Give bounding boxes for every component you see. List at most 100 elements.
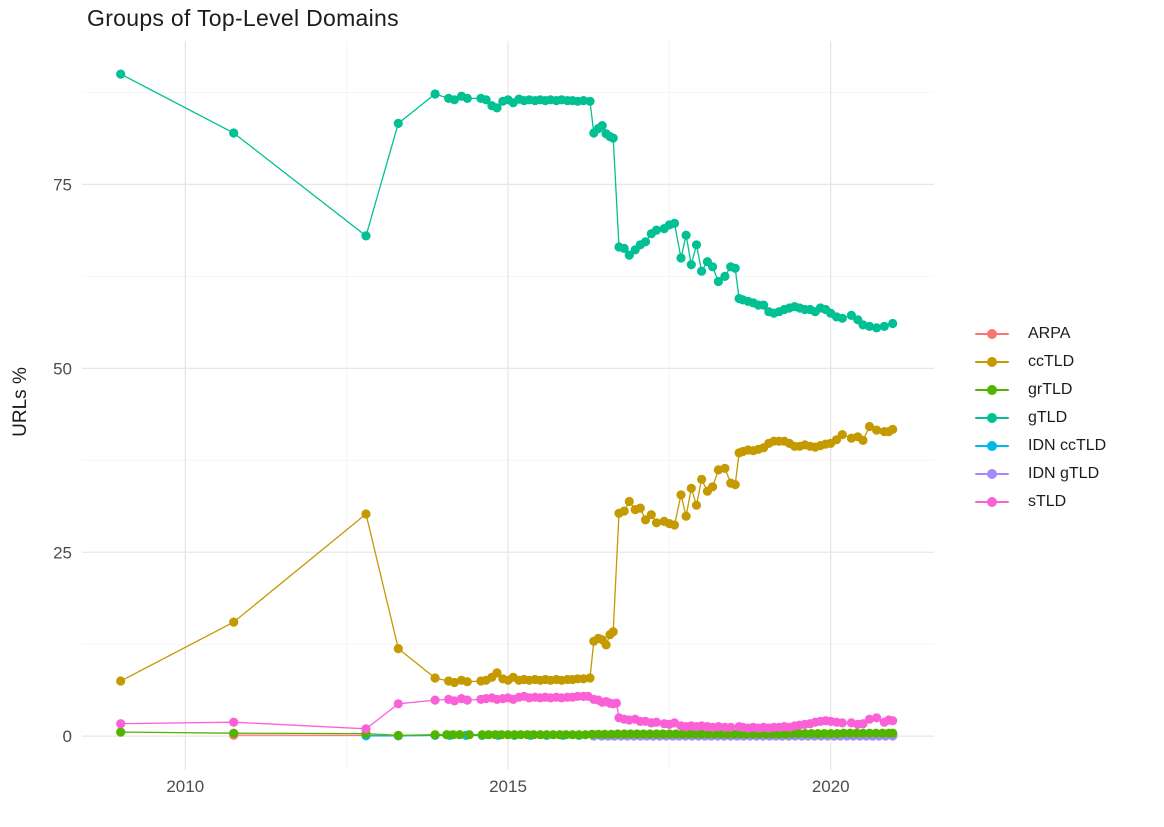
data-point	[585, 96, 595, 106]
legend-dot-icon	[987, 469, 997, 479]
data-point	[888, 318, 898, 329]
data-point	[600, 729, 610, 739]
data-point	[632, 729, 642, 739]
data-point	[759, 300, 769, 310]
data-point	[793, 729, 804, 739]
data-point	[730, 480, 740, 490]
data-point	[697, 266, 707, 276]
legend-label: grTLD	[1028, 381, 1073, 398]
data-point	[658, 729, 668, 739]
data-point	[671, 729, 681, 739]
data-point	[116, 719, 126, 729]
legend-label: gTLD	[1028, 409, 1068, 426]
series-grtld	[116, 727, 898, 741]
data-point	[593, 729, 604, 739]
data-point	[449, 696, 459, 706]
data-point	[640, 237, 651, 247]
data-point	[858, 435, 868, 445]
legend-item-grtld: grTLD	[975, 376, 1106, 404]
data-point	[611, 698, 622, 708]
series-gtld	[116, 69, 898, 333]
y-tick-label: 75	[53, 175, 72, 194]
data-point	[819, 729, 829, 739]
data-point	[548, 730, 558, 740]
data-point	[888, 424, 898, 434]
data-point	[690, 729, 700, 739]
data-point	[464, 730, 474, 740]
data-point	[229, 717, 239, 727]
series-line	[120, 73, 893, 329]
data-point	[691, 500, 702, 510]
data-point	[730, 263, 740, 273]
data-point	[703, 729, 713, 739]
data-point	[509, 730, 520, 740]
data-point	[697, 474, 707, 484]
data-point	[864, 728, 875, 738]
legend-dot-icon	[987, 357, 997, 367]
data-point	[490, 730, 500, 740]
data-point	[845, 728, 855, 738]
data-point	[567, 730, 578, 740]
legend-key-icon	[975, 468, 1009, 480]
data-point	[442, 730, 452, 740]
data-point	[601, 640, 611, 650]
data-point	[826, 729, 836, 739]
legend: ARPA ccTLD grTLD gTLD IDN ccTLD IDN gTLD sTLD	[975, 320, 1106, 516]
data-point	[597, 121, 607, 131]
data-point	[871, 728, 881, 738]
data-point	[462, 695, 472, 705]
data-point	[864, 714, 875, 724]
legend-dot-icon	[987, 385, 997, 395]
data-point	[780, 729, 791, 739]
legend-label: ccTLD	[1028, 353, 1075, 370]
data-point	[492, 103, 502, 113]
data-point	[608, 627, 618, 637]
data-point	[116, 69, 126, 79]
data-point	[626, 729, 636, 739]
data-point	[686, 260, 696, 270]
data-point	[638, 729, 649, 739]
data-point	[888, 716, 898, 726]
legend-label: sTLD	[1028, 493, 1067, 510]
legend-item-idn-gtld: IDN gTLD	[975, 460, 1106, 488]
data-point	[635, 503, 645, 513]
data-point	[477, 730, 487, 740]
data-point	[503, 730, 513, 740]
data-point	[430, 695, 440, 705]
data-point	[806, 729, 817, 739]
data-point	[864, 421, 875, 432]
y-tick-label: 50	[53, 359, 72, 378]
data-point	[585, 673, 595, 683]
data-point	[492, 668, 502, 678]
legend-dot-icon	[987, 497, 997, 507]
y-tick-label: 25	[53, 543, 72, 562]
data-point	[624, 496, 634, 507]
data-point	[877, 728, 888, 738]
data-point	[664, 729, 675, 739]
legend-item-arpa: ARPA	[975, 320, 1106, 348]
data-point	[455, 730, 465, 740]
data-point	[430, 673, 440, 683]
data-point	[837, 430, 847, 440]
data-point	[813, 729, 823, 739]
data-point	[858, 719, 868, 729]
data-point	[561, 730, 571, 740]
legend-key-icon	[975, 412, 1009, 424]
data-point	[496, 730, 507, 740]
data-point	[651, 717, 662, 727]
data-point	[574, 730, 584, 740]
legend-key-icon	[975, 440, 1009, 452]
data-point	[462, 93, 472, 103]
data-point	[449, 677, 459, 688]
data-point	[481, 95, 491, 105]
data-point	[697, 729, 707, 739]
data-point	[858, 728, 868, 738]
data-point	[361, 509, 371, 519]
legend-item-stld: sTLD	[975, 488, 1106, 516]
data-point	[229, 128, 239, 138]
legend-label: IDN ccTLD	[1028, 437, 1107, 454]
data-point	[681, 230, 691, 240]
data-point	[872, 713, 882, 723]
